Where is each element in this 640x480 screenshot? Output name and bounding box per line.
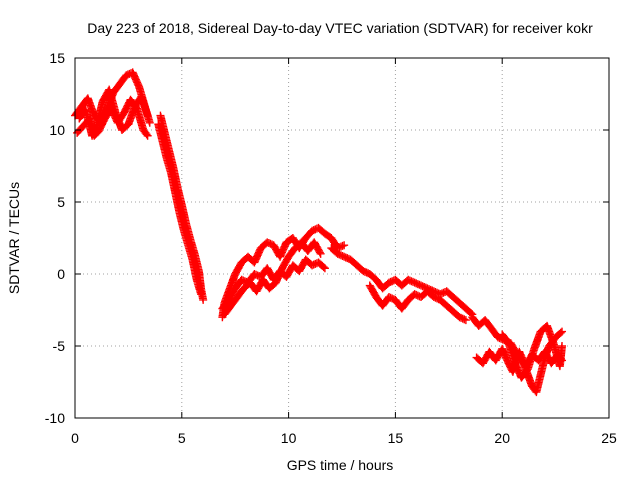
x-tick-label: 5 xyxy=(178,430,186,446)
data-point xyxy=(143,111,152,120)
data-point xyxy=(460,315,469,324)
y-tick-label: 0 xyxy=(57,266,65,282)
x-axis-label: GPS time / hours xyxy=(287,457,394,473)
y-tick-label: 5 xyxy=(57,194,65,210)
x-tick-label: 15 xyxy=(388,430,404,446)
data-point xyxy=(338,241,347,250)
x-tick-label: 20 xyxy=(494,430,510,446)
axis-ticks xyxy=(74,57,610,419)
chart-title: Day 223 of 2018, Sidereal Day-to-day VTE… xyxy=(87,20,593,36)
data-point xyxy=(197,290,206,299)
y-tick-label: 10 xyxy=(49,122,65,138)
axis-tick-labels: 0 5 10 15 20 25 -10 -5 0 5 10 15 xyxy=(45,50,617,446)
data-point xyxy=(142,130,151,139)
x-tick-label: 25 xyxy=(601,430,617,446)
data-point xyxy=(320,264,329,273)
x-tick-label: 10 xyxy=(281,430,297,446)
data-point xyxy=(315,248,324,257)
y-tick-label: 15 xyxy=(49,50,65,66)
data-point xyxy=(558,342,567,350)
data-point xyxy=(461,316,470,325)
data-point xyxy=(143,131,152,140)
y-tick-label: -5 xyxy=(53,338,66,354)
y-tick-label: -10 xyxy=(45,410,65,426)
data-point xyxy=(467,309,476,318)
data-point xyxy=(340,241,349,250)
data-point xyxy=(145,118,154,127)
x-tick-label: 0 xyxy=(71,430,79,446)
data-point xyxy=(558,327,567,336)
data-point xyxy=(319,263,328,272)
data-point xyxy=(199,295,208,304)
data-point xyxy=(316,249,325,258)
data-points xyxy=(71,68,567,397)
y-axis-label: SDTVAR / TECUs xyxy=(6,182,22,294)
data-point xyxy=(556,328,565,337)
plot-frame xyxy=(74,57,610,419)
